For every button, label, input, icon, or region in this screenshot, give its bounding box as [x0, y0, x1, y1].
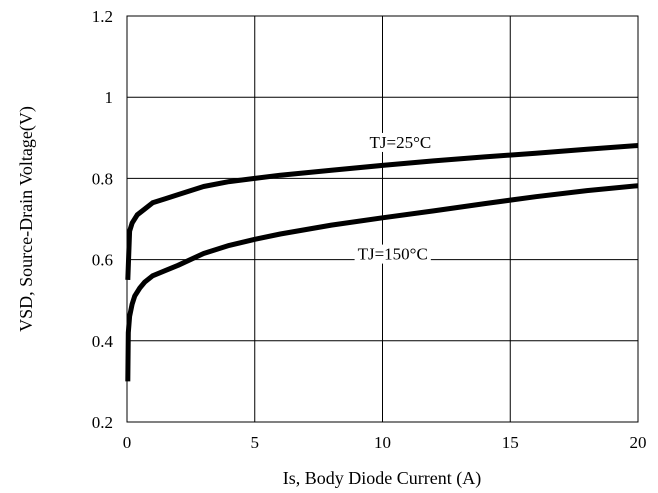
plot-frame: [126, 15, 639, 423]
y-tick-label: 0.4: [92, 332, 114, 351]
y-tick-label: 1: [105, 88, 114, 107]
x-tick-label: 5: [251, 433, 260, 452]
y-tick-label: 0.2: [92, 413, 113, 432]
curve-label-2: TJ=150°C: [358, 245, 428, 264]
y-tick-label: 1.2: [92, 7, 113, 26]
series-line-1: [125, 143, 639, 280]
x-tick-labels: 0 5 10 15 20: [123, 433, 647, 452]
x-axis-label: Is, Body Diode Current (A): [283, 468, 481, 489]
series-line-2: [125, 183, 639, 382]
curve-label-1: TJ=25°C: [370, 133, 432, 152]
series-lines: [125, 143, 639, 382]
x-tick-label: 0: [123, 433, 132, 452]
y-tick-label: 0.6: [92, 251, 113, 270]
x-tick-label: 20: [630, 433, 647, 452]
y-tick-labels: 0.2 0.4 0.6 0.8 1 1.2: [92, 7, 114, 432]
y-axis-label: VSD, Source-Drain Voltage(V): [16, 106, 37, 332]
curve-label-background: [366, 132, 435, 152]
x-tick-label: 10: [374, 433, 391, 452]
curve-labels: TJ=25°C TJ=150°C: [354, 132, 435, 264]
x-tick-label: 15: [502, 433, 519, 452]
y-tick-label: 0.8: [92, 169, 113, 188]
curve-label-background: [354, 244, 431, 264]
